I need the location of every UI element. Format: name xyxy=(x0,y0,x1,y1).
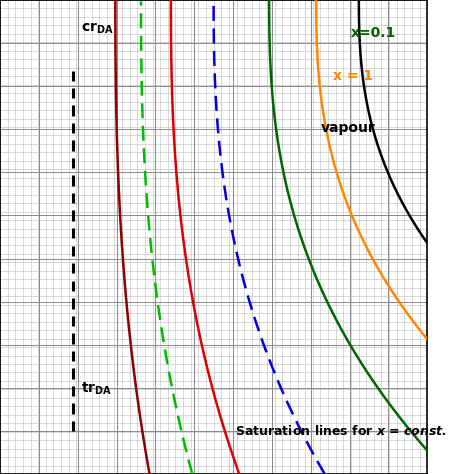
Text: tr$_{\mathregular{DA}}$: tr$_{\mathregular{DA}}$ xyxy=(81,381,112,397)
Text: vapour: vapour xyxy=(320,121,375,135)
Text: x=0.1: x=0.1 xyxy=(350,26,396,40)
Text: cr$_{\mathregular{DA}}$: cr$_{\mathregular{DA}}$ xyxy=(81,21,114,36)
Text: x = 1: x = 1 xyxy=(333,69,374,83)
Text: Saturation lines for $\bfit{x}$ = $\bfit{const.}$: Saturation lines for $\bfit{x}$ = $\bfit… xyxy=(235,424,447,438)
